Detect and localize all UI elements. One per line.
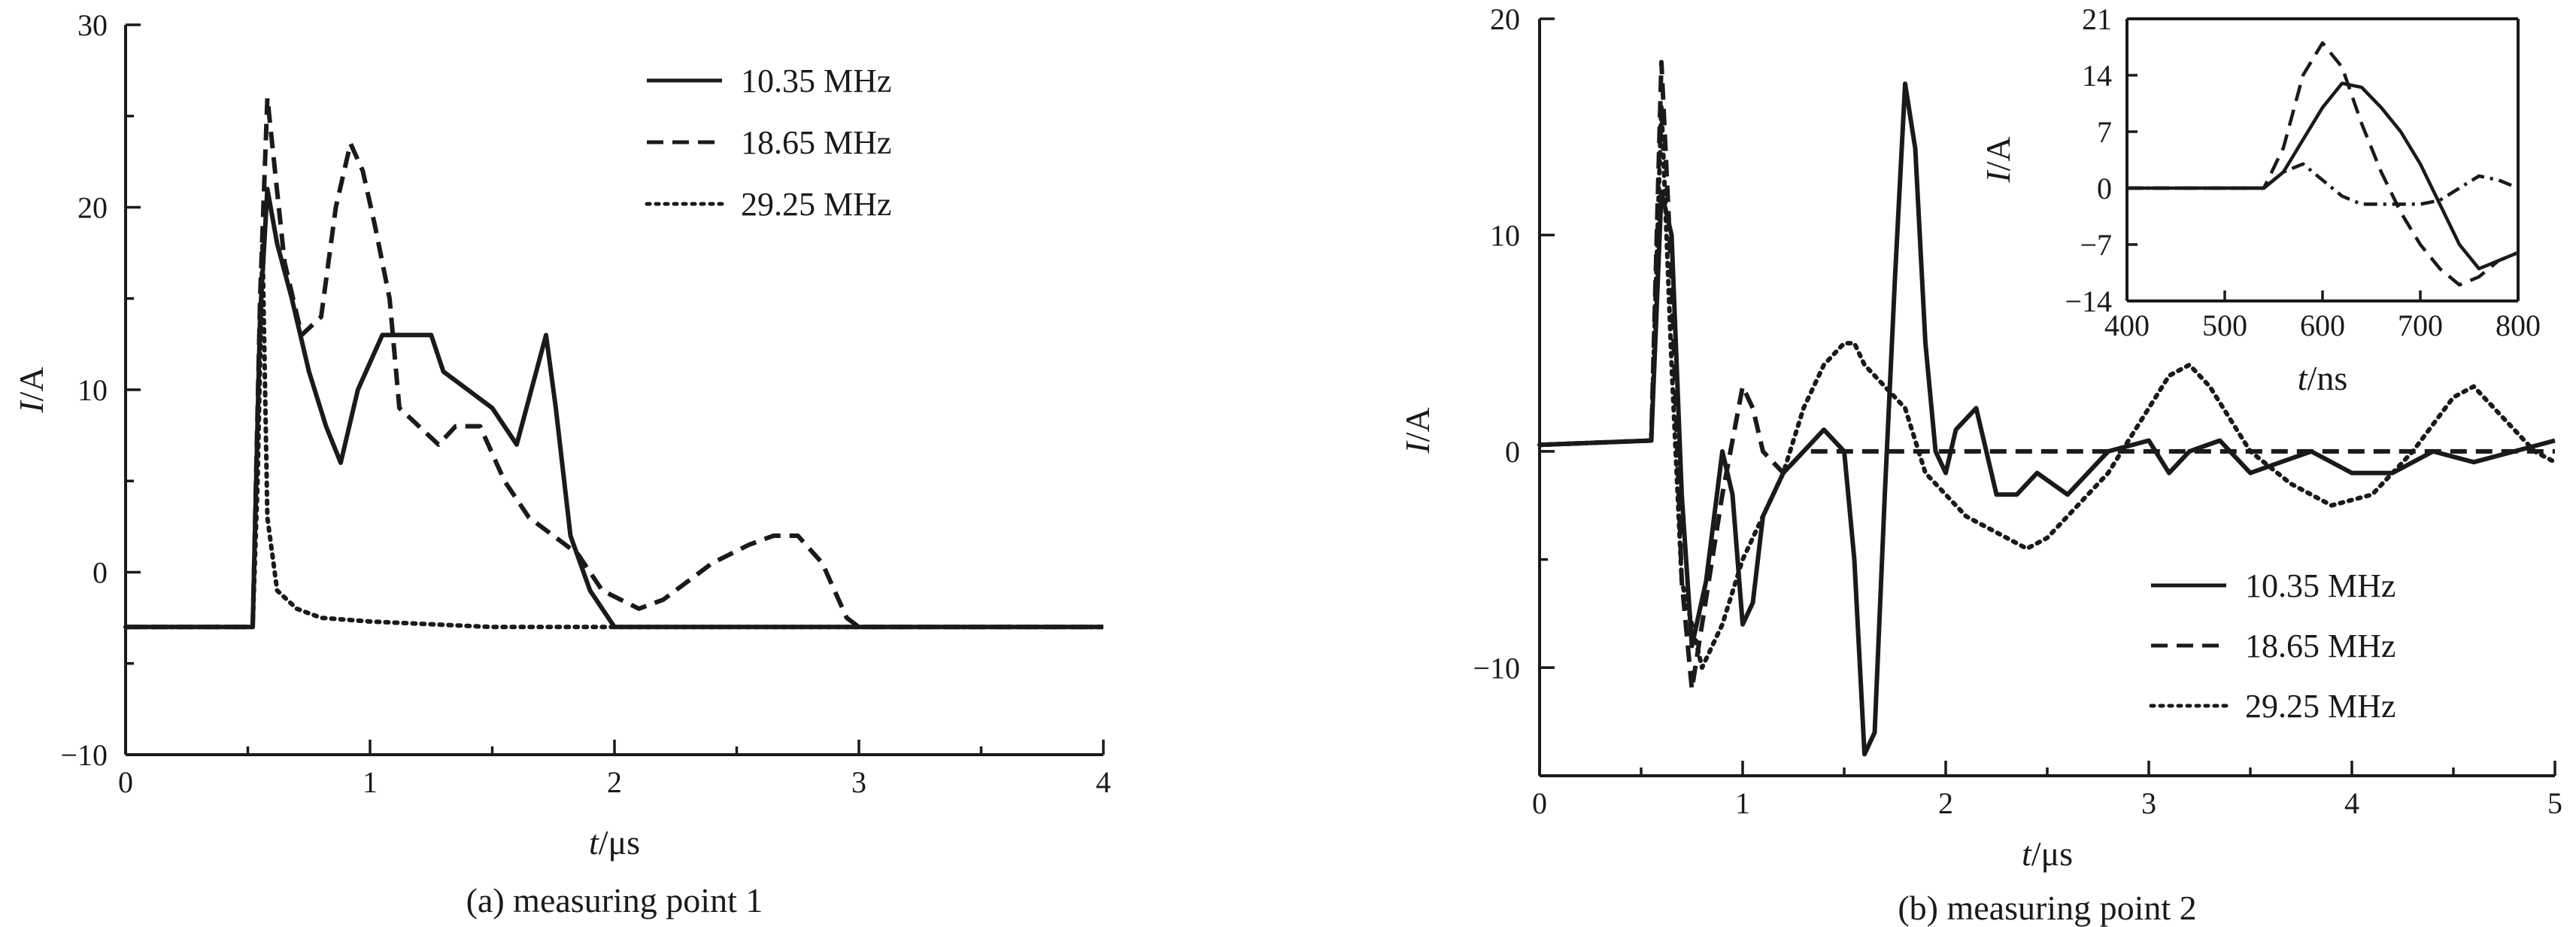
- panel-a-x-tick-label: 2: [607, 765, 622, 799]
- inset-x-tick-label: 500: [2202, 308, 2247, 342]
- series-line-solid: [126, 187, 1103, 630]
- panel-a-y-tick-label: 30: [77, 8, 108, 42]
- inset-series-line-solid: [2127, 81, 2519, 271]
- panel-b-plot-area: [1537, 59, 2557, 757]
- legend-label: 10.35 MHz: [2245, 567, 2395, 604]
- panel-b-y-tick-label: −10: [1473, 651, 1520, 685]
- chart-panel-b: 0 1 2 3 4 5 −10 0 10 20 t/μs I/A (b) measuring point…: [1398, 2, 2562, 927]
- inset-y-tick-label: 7: [2097, 115, 2112, 149]
- panel-a-x-tick-label: 3: [851, 765, 866, 799]
- inset-y-tick-label: 21: [2082, 2, 2112, 36]
- panel-b-y-tick-label: 20: [1490, 2, 1520, 36]
- inset-chart: 400 500 600 700 800 −14 −7 0 7 14 21 t/ns I/A: [1979, 2, 2541, 397]
- panel-b-x-tick-label: 3: [2141, 786, 2156, 820]
- panel-a-plot-area: [123, 96, 1106, 630]
- inset-y-axis-label: I/A: [1979, 136, 2017, 183]
- legend-label: 29.25 MHz: [741, 186, 891, 223]
- legend-label: 18.65 MHz: [2245, 628, 2395, 664]
- panel-caption: (a) measuring point 1: [466, 881, 763, 919]
- panel-b-y-tick-label: 10: [1490, 218, 1520, 252]
- inset-background: [2127, 19, 2518, 301]
- panel-a-x-tick-label: 0: [118, 765, 133, 799]
- series-line-dotted: [123, 242, 1106, 630]
- panel-a-y-tick-label: 10: [77, 373, 108, 407]
- panel-b-x-tick-label: 1: [1735, 786, 1750, 820]
- chart-panel-a: 0 1 2 3 4 −10 0 10 20 30 t/μs I/A (a) measuring poin…: [12, 8, 1111, 919]
- inset-plot-area: [2127, 41, 2519, 287]
- panel-b-x-tick-label: 0: [1532, 786, 1547, 820]
- inset-x-tick-label: 600: [2300, 308, 2345, 342]
- inset-x-tick-label: 800: [2496, 308, 2541, 342]
- inset-series-line-dashed: [2127, 41, 2519, 287]
- legend-label: 29.25 MHz: [2245, 688, 2395, 725]
- panel-a-y-tick-label: 20: [77, 191, 108, 225]
- inset-series-line-dashdot: [2127, 162, 2519, 206]
- panel-caption: (b) measuring point 2: [1898, 889, 2196, 927]
- inset-x-axis-label: t/ns: [2298, 359, 2347, 397]
- series-line-dotted: [1537, 103, 2557, 670]
- series-line-dashed: [1539, 59, 2555, 691]
- inset-x-tick-label: 700: [2398, 308, 2443, 342]
- series-line-dashed: [126, 96, 1103, 630]
- panel-a-y-tick-label: −10: [60, 738, 108, 772]
- panel-b-x-tick-label: 5: [2547, 786, 2562, 820]
- panel-a-x-tick-label: 4: [1096, 765, 1111, 799]
- y-axis-label: I/A: [1398, 407, 1437, 454]
- panel-b-y-tick-label: 0: [1505, 435, 1520, 469]
- legend-label: 10.35 MHz: [741, 62, 891, 99]
- y-axis-label: I/A: [12, 366, 50, 413]
- inset-x-tick-label: 400: [2104, 308, 2150, 342]
- inset-y-tick-label: −14: [2065, 284, 2112, 318]
- panel-a-x-tick-label: 1: [363, 765, 378, 799]
- legend-label: 18.65 MHz: [741, 124, 891, 161]
- x-axis-label: t/μs: [589, 823, 640, 862]
- inset-y-tick-label: 14: [2082, 59, 2112, 93]
- panel-b-x-tick-label: 2: [1938, 786, 1953, 820]
- panel-b-x-tick-label: 4: [2344, 786, 2359, 820]
- panel-a-y-tick-label: 0: [93, 556, 108, 590]
- x-axis-label: t/μs: [2022, 834, 2073, 873]
- inset-y-tick-label: −7: [2080, 228, 2112, 262]
- inset-y-tick-label: 0: [2097, 172, 2112, 205]
